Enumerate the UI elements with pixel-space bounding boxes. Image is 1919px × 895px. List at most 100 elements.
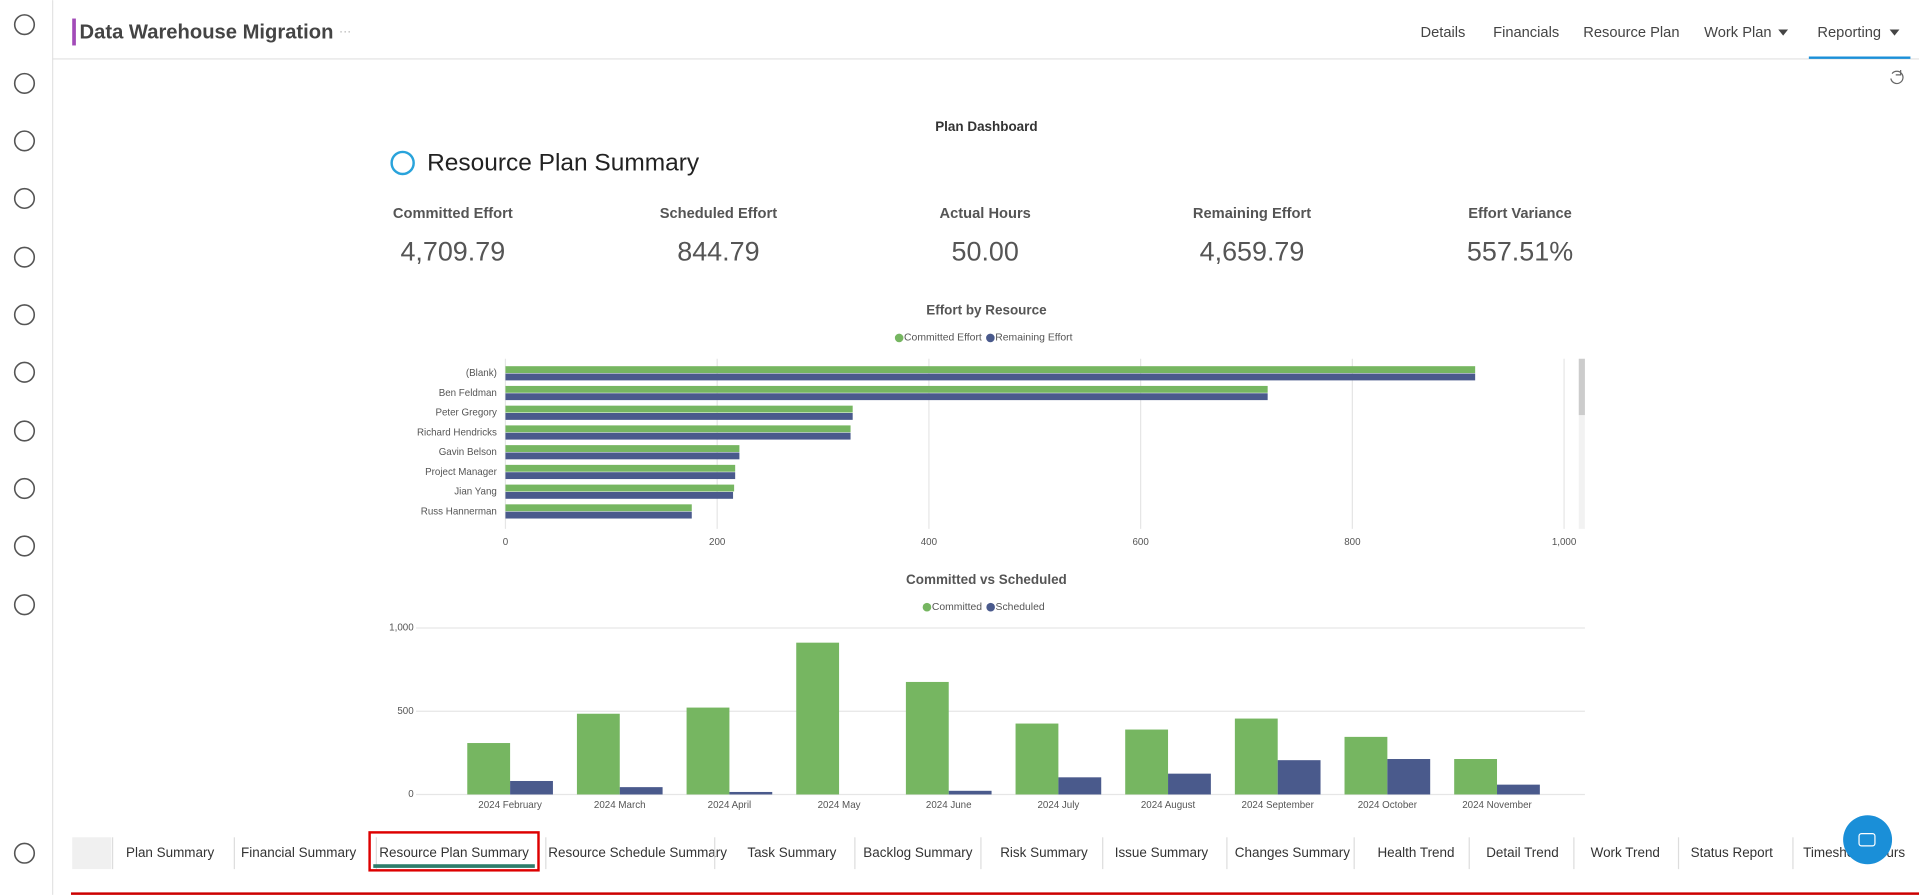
legend-swatch — [986, 602, 995, 612]
tab[interactable]: Work Trend — [1591, 845, 1660, 860]
bar — [505, 393, 1268, 401]
kpi-label: Scheduled Effort — [660, 206, 777, 222]
nav-icon[interactable] — [13, 842, 36, 864]
legend-swatch — [986, 333, 995, 343]
x-tick-label: 800 — [1344, 537, 1361, 548]
y-tick-label: (Blank) — [466, 368, 497, 379]
assistant-icon — [1858, 833, 1876, 847]
y-tick-label: Ben Feldman — [439, 388, 497, 399]
bar — [686, 707, 730, 795]
legend-label: Committed Effort — [904, 333, 982, 344]
tab[interactable]: Detail Trend — [1486, 845, 1559, 860]
bar — [505, 405, 853, 413]
y-tick-label: 500 — [397, 706, 414, 717]
x-tick-label: 600 — [1132, 537, 1149, 548]
nav-icon[interactable] — [13, 535, 36, 557]
nav-item[interactable]: Reporting — [1817, 25, 1881, 41]
bar — [505, 366, 1476, 374]
y-tick-label: Jian Yang — [454, 487, 497, 498]
bar — [505, 504, 692, 512]
nav-icon[interactable] — [13, 477, 36, 500]
x-tick-label: 2024 February — [478, 800, 542, 811]
active-tab-underline — [373, 864, 535, 868]
x-tick-label: 200 — [709, 537, 726, 548]
bar — [467, 743, 511, 795]
tab[interactable]: Financial Summary — [241, 845, 356, 860]
refresh-icon[interactable] — [1890, 69, 1904, 85]
tab[interactable]: Health Trend — [1377, 845, 1454, 860]
chart-title: Committed vs Scheduled — [906, 572, 1067, 587]
bar — [1234, 718, 1278, 795]
tab[interactable]: Issue Summary — [1115, 845, 1209, 860]
tab[interactable]: Plan Summary — [126, 845, 214, 860]
x-tick-label: 2024 October — [1358, 800, 1418, 811]
tab[interactable]: Resource Schedule Summary — [548, 845, 727, 860]
nav-icon[interactable] — [13, 420, 36, 442]
tab[interactable]: Changes Summary — [1235, 845, 1350, 860]
bar — [505, 472, 736, 480]
nav-item[interactable]: Work Plan — [1704, 25, 1771, 41]
bar — [1344, 736, 1388, 795]
x-tick-label: 400 — [921, 537, 938, 548]
tab[interactable]: Task Summary — [747, 845, 836, 860]
kpi-label: Effort Variance — [1468, 206, 1572, 222]
y-tick-label: 0 — [408, 789, 414, 800]
nav-icon[interactable] — [13, 361, 36, 383]
kpi-value: 4,709.79 — [400, 237, 505, 267]
legend-swatch — [922, 602, 932, 612]
nav-item[interactable]: Financials — [1493, 25, 1559, 41]
bar — [505, 484, 735, 492]
nav-icon[interactable] — [13, 187, 36, 210]
kpi-label: Remaining Effort — [1193, 206, 1311, 222]
scrollbar-thumb[interactable] — [1578, 358, 1585, 416]
nav-item[interactable]: Resource Plan — [1583, 25, 1679, 41]
x-tick-label: 2024 November — [1462, 800, 1532, 811]
bar — [505, 432, 851, 440]
x-tick-label: 2024 June — [926, 800, 972, 811]
bar — [1058, 777, 1102, 795]
y-tick-label: Peter Gregory — [435, 408, 497, 419]
bar — [1497, 784, 1540, 795]
tab[interactable]: Risk Summary — [1000, 845, 1088, 860]
nav-icon[interactable] — [13, 594, 36, 616]
dashboard-heading: Resource Plan Summary — [427, 150, 700, 177]
bar — [619, 787, 663, 795]
scrollbar[interactable] — [1578, 358, 1585, 529]
bar — [505, 385, 1268, 393]
tab[interactable]: Resource Plan Summary — [379, 845, 529, 860]
kpi-value: 50.00 — [952, 237, 1019, 267]
x-tick-label: 2024 May — [818, 800, 861, 811]
project-title: Data Warehouse Migration — [80, 22, 334, 44]
nav-item[interactable]: Details — [1420, 25, 1465, 41]
nav-caret — [1778, 29, 1789, 36]
legend: Committed Scheduled — [922, 602, 1045, 613]
bar — [905, 681, 949, 795]
more-icon[interactable]: ··· — [339, 24, 351, 38]
bar — [729, 791, 773, 795]
assistant-button[interactable] — [1843, 815, 1893, 865]
tab[interactable]: Backlog Summary — [863, 845, 972, 860]
nav-icon[interactable] — [13, 130, 36, 152]
y-tick-label: Richard Hendricks — [417, 427, 497, 438]
bar — [505, 452, 740, 460]
bar — [510, 780, 553, 795]
tab-scroller[interactable] — [72, 837, 112, 870]
tab[interactable]: Status Report — [1691, 845, 1774, 860]
x-tick-label: 2024 August — [1141, 800, 1196, 811]
nav-caret — [1889, 29, 1900, 36]
x-tick-label: 2024 April — [708, 800, 752, 811]
nav-icon[interactable] — [13, 72, 36, 94]
legend-swatch — [894, 333, 904, 343]
nav-icon[interactable] — [13, 14, 36, 36]
bar — [948, 790, 992, 795]
bar — [1387, 759, 1431, 795]
nav-icon[interactable] — [13, 246, 36, 268]
chart-title: Effort by Resource — [926, 303, 1047, 318]
x-tick-label: 2024 March — [594, 800, 646, 811]
sidebar — [0, 0, 53, 895]
bar — [505, 511, 692, 519]
y-tick-label: 1,000 — [389, 623, 414, 634]
nav-icon[interactable] — [13, 304, 36, 326]
